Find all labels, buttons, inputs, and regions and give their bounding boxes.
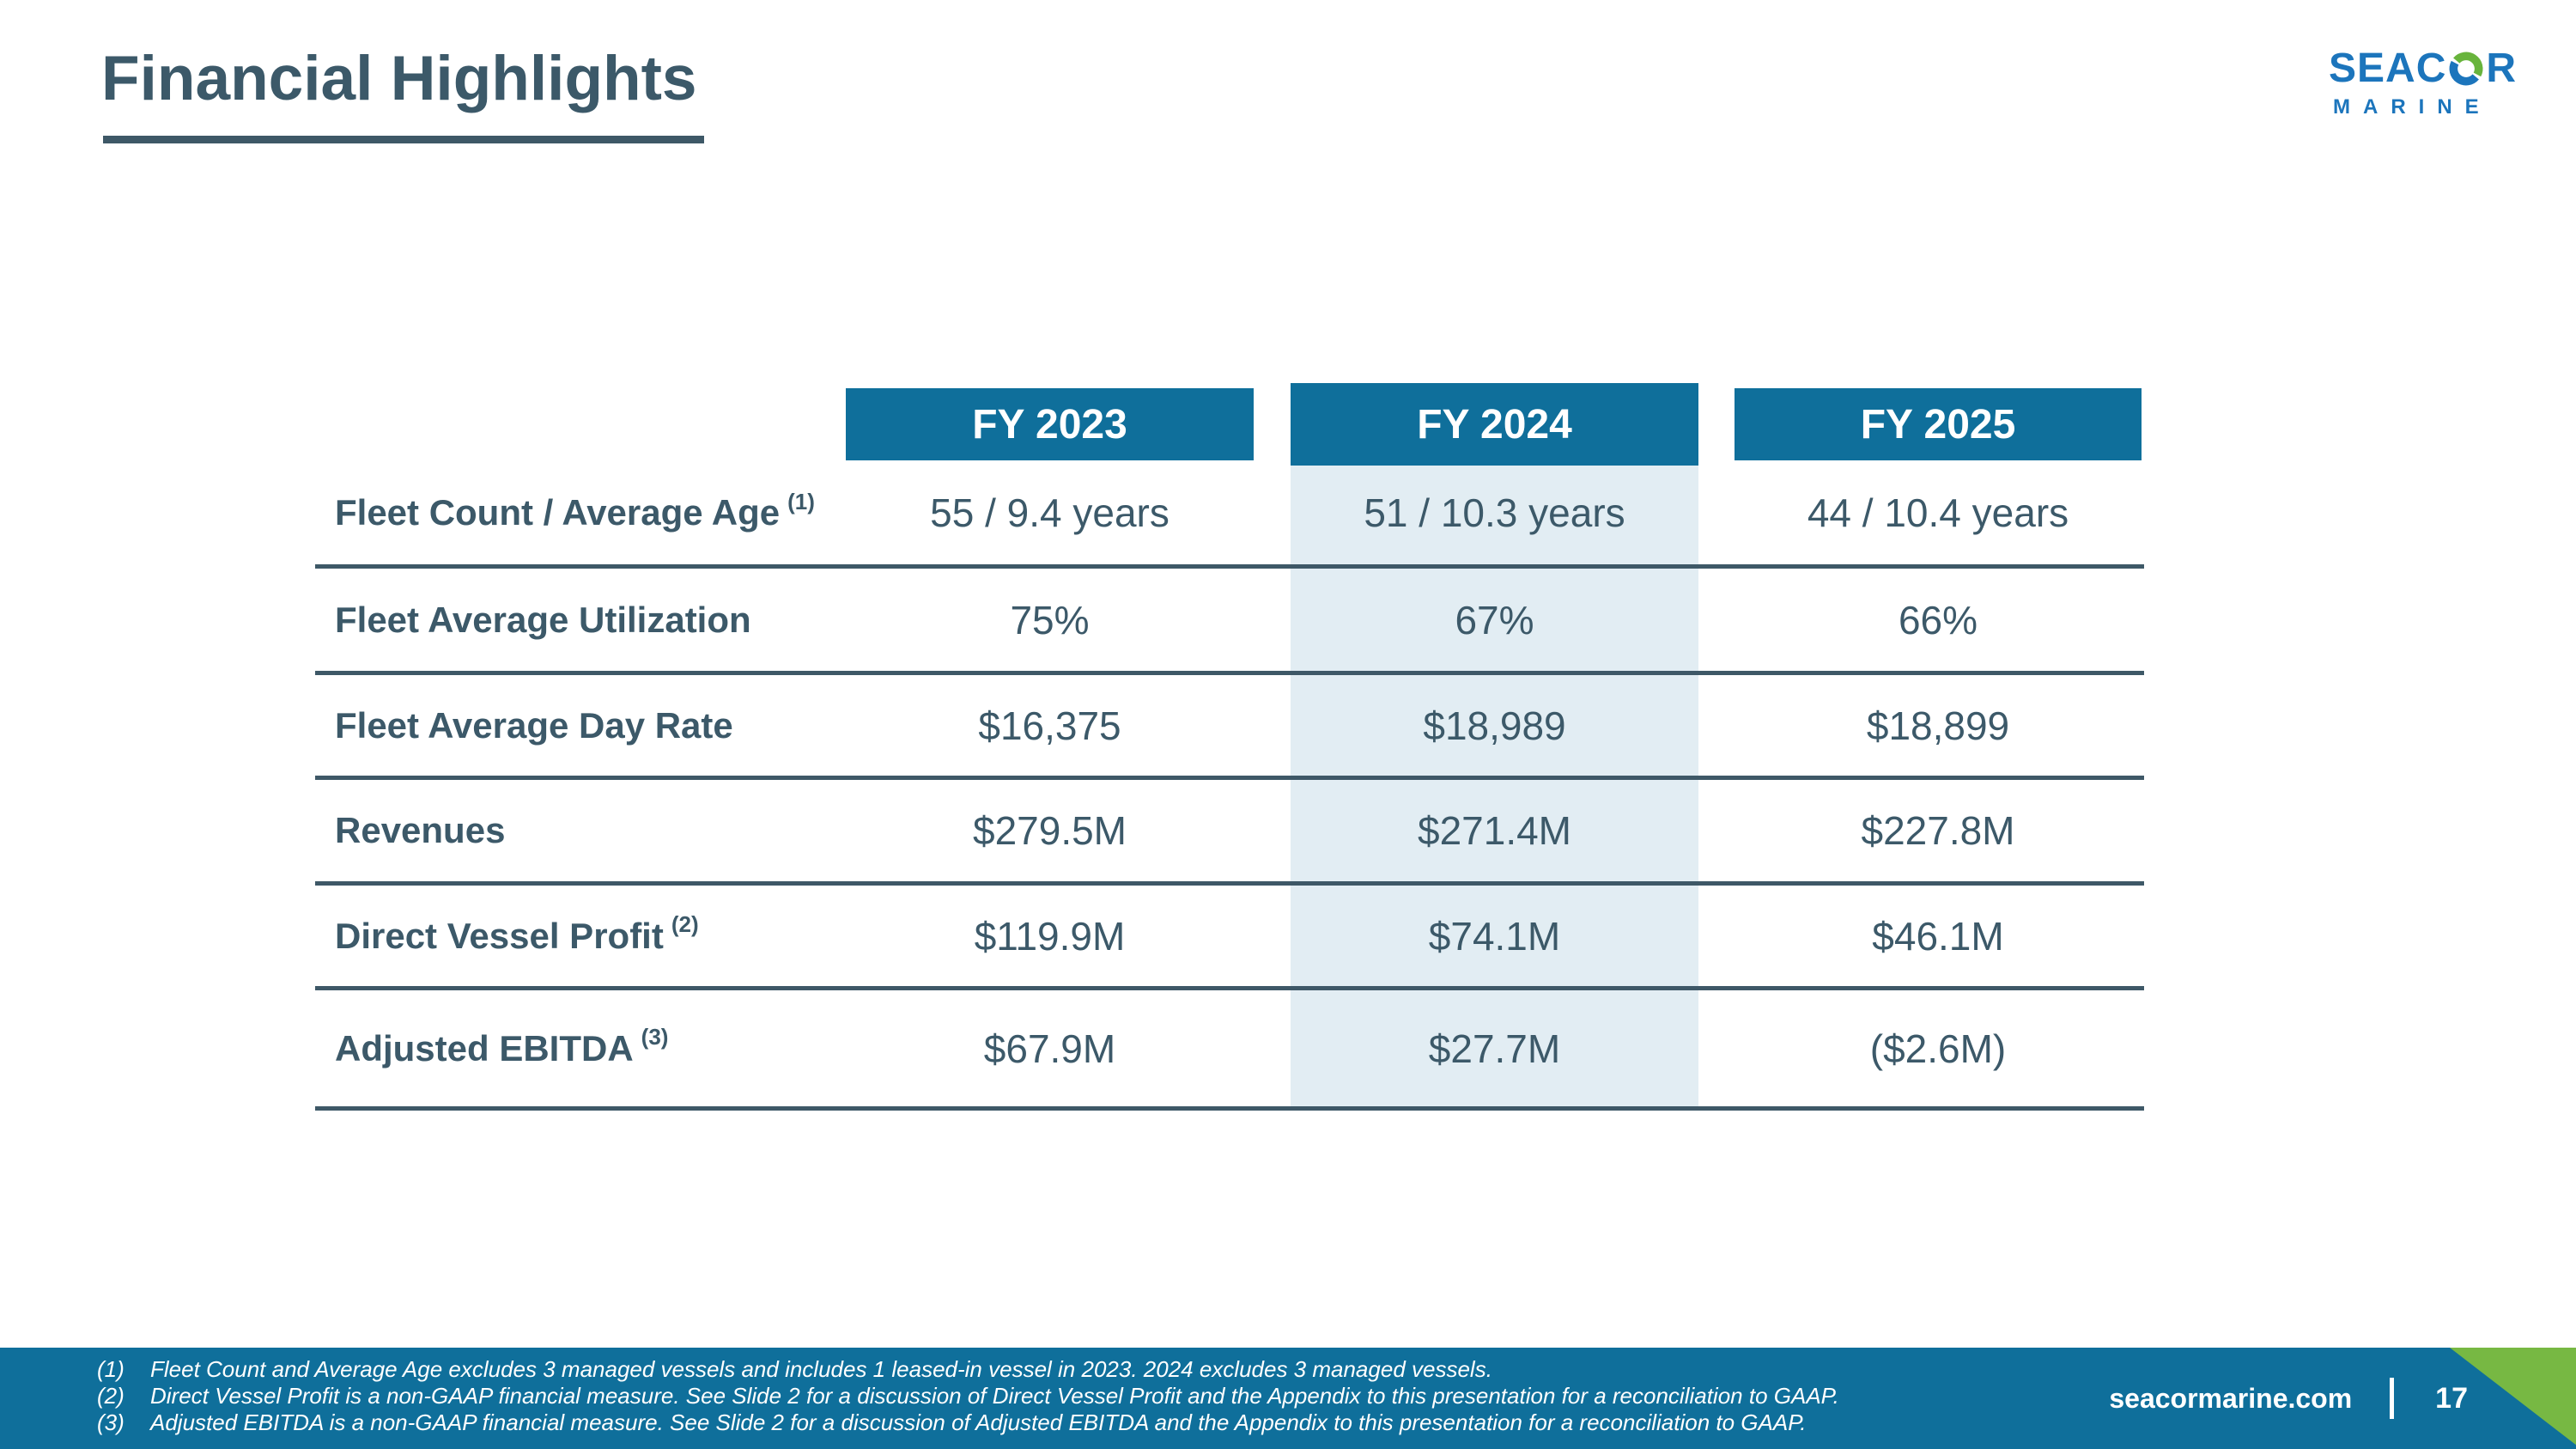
title-underline	[103, 136, 704, 143]
footnote-line: (2) Direct Vessel Profit is a non-GAAP fi…	[97, 1383, 1839, 1409]
table-cell: 44 / 10.4 years	[1807, 490, 2069, 535]
footnote-ref: (2)	[671, 911, 699, 937]
row-label: Fleet Average Day Rate	[335, 704, 733, 746]
table-cell: 55 / 9.4 years	[930, 490, 1170, 535]
logo-text-seac: SEAC	[2329, 46, 2447, 91]
table-cell: $16,375	[978, 703, 1121, 748]
table-cell: $18,899	[1866, 703, 2010, 748]
table-row-revenues: Revenues $279.5M $271.4M $227.8M	[0, 780, 2576, 881]
column-header-fy-2023: FY 2023	[846, 388, 1254, 460]
column-header-fy-2024: FY 2024	[1291, 383, 1698, 466]
page-title: Financial Highlights	[101, 44, 697, 113]
logo-text-r: R	[2486, 46, 2518, 91]
footnote-text: Adjusted EBITDA is a non-GAAP financial …	[150, 1409, 1807, 1435]
footnote-number: (1)	[97, 1356, 125, 1382]
table-cell: $27.7M	[1428, 1026, 1561, 1071]
row-label: Fleet Average Utilization	[335, 599, 751, 640]
footer-divider	[2390, 1378, 2395, 1419]
footnotes: (1) Fleet Count and Average Age excludes …	[97, 1356, 1839, 1436]
row-label: Adjusted EBITDA (3)	[335, 1024, 669, 1068]
footnote-number: (3)	[97, 1409, 125, 1435]
footnote-text: Fleet Count and Average Age excludes 3 m…	[150, 1356, 1492, 1382]
table-row-fleet-count-average-age: Fleet Count / Average Age (1) 55 / 9.4 yea…	[0, 461, 2576, 564]
table-row-fleet-average-utilization: Fleet Average Utilization 75% 67% 66%	[0, 569, 2576, 671]
row-label: Revenues	[335, 810, 506, 850]
seacor-swirl-icon	[2449, 52, 2483, 86]
table-cell: $46.1M	[1872, 913, 2004, 959]
table-cell: $119.9M	[974, 913, 1126, 959]
table-divider-line	[315, 776, 2144, 780]
row-label: Direct Vessel Profit (2)	[335, 911, 699, 956]
table-cell: $18,989	[1423, 703, 1566, 748]
highlighted-column-fy-2024	[1291, 466, 1698, 1111]
table-cell: $227.8M	[1861, 808, 2015, 853]
footer-bar	[0, 1348, 2576, 1449]
footnote-line: (3) Adjusted EBITDA is a non-GAAP financi…	[97, 1409, 1839, 1436]
row-label: Fleet Count / Average Age (1)	[335, 488, 815, 533]
table-cell: ($2.6M)	[1869, 1026, 2007, 1071]
table-row-direct-vessel-profit: Direct Vessel Profit (2) $119.9M $74.1M $46.…	[0, 886, 2576, 986]
table-row-fleet-average-day-rate: Fleet Average Day Rate $16,375 $18,989 $18,…	[0, 675, 2576, 776]
table-cell: $271.4M	[1417, 808, 1571, 853]
footer-right: seacormarine.com 17	[2109, 1348, 2468, 1449]
footnote-ref: (3)	[641, 1024, 669, 1050]
footnote-line: (1) Fleet Count and Average Age excludes …	[97, 1356, 1839, 1383]
table-cell: 75%	[1010, 597, 1090, 642]
table-row-adjusted-ebitda: Adjusted EBITDA (3) $67.9M $27.7M ($2.6M)	[0, 990, 2576, 1106]
table-cell: 67%	[1455, 597, 1534, 642]
table-divider-line	[315, 986, 2144, 990]
footnote-number: (2)	[97, 1383, 125, 1409]
seacor-marine-logo: SEAC R MARINE	[2329, 48, 2517, 119]
table-divider-line	[315, 881, 2144, 886]
footnote-text: Direct Vessel Profit is a non-GAAP finan…	[150, 1383, 1839, 1409]
table-divider-line	[315, 671, 2144, 675]
table-cell: 66%	[1898, 597, 1978, 642]
column-header-fy-2025: FY 2025	[1735, 388, 2142, 460]
table-cell: $67.9M	[983, 1026, 1116, 1071]
table-cell: $279.5M	[972, 808, 1127, 853]
table-cell: 51 / 10.3 years	[1364, 490, 1625, 535]
logo-text-marine: MARINE	[2333, 95, 2492, 119]
table-divider-line	[315, 1106, 2144, 1111]
logo-wordmark: SEAC R	[2329, 48, 2517, 89]
table-divider-line	[315, 564, 2144, 569]
page-number: 17	[2435, 1381, 2468, 1415]
website-link[interactable]: seacormarine.com	[2109, 1382, 2353, 1414]
table-cell: $74.1M	[1428, 913, 1561, 959]
footnote-ref: (1)	[787, 488, 815, 514]
